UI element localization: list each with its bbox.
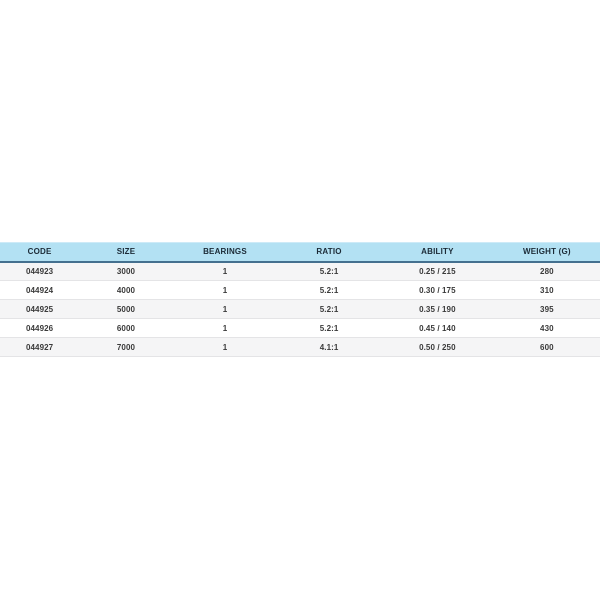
table-row: 044924 4000 1 5.2:1 0.30 / 175 310 xyxy=(0,280,600,300)
column-header-bearings: BEARINGS xyxy=(172,242,278,263)
cell-bearings: 1 xyxy=(172,261,278,281)
cell-size: 7000 xyxy=(79,337,173,357)
cell-size: 6000 xyxy=(79,318,173,338)
cell-code: 044926 xyxy=(0,318,80,338)
cell-weight: 280 xyxy=(493,261,600,281)
column-header-size: SIZE xyxy=(79,242,173,263)
cell-weight: 395 xyxy=(493,299,600,319)
cell-code: 044923 xyxy=(0,261,80,281)
cell-ratio: 5.2:1 xyxy=(277,261,381,281)
spec-table: CODE SIZE BEARINGS RATIO ABILITY WEIGHT … xyxy=(0,242,600,357)
cell-weight: 600 xyxy=(493,337,600,357)
cell-bearings: 1 xyxy=(172,280,278,300)
cell-bearings: 1 xyxy=(172,337,278,357)
table-row: 044925 5000 1 5.2:1 0.35 / 190 395 xyxy=(0,299,600,319)
table-row: 044923 3000 1 5.2:1 0.25 / 215 280 xyxy=(0,261,600,281)
header-row: CODE SIZE BEARINGS RATIO ABILITY WEIGHT … xyxy=(0,242,600,263)
cell-weight: 310 xyxy=(493,280,600,300)
column-header-weight: WEIGHT (g) xyxy=(493,242,600,263)
column-header-ratio: RATIO xyxy=(277,242,381,263)
cell-code: 044924 xyxy=(0,280,80,300)
column-header-code: CODE xyxy=(0,242,80,263)
table-row: 044926 6000 1 5.2:1 0.45 / 140 430 xyxy=(0,318,600,338)
cell-ability: 0.25 / 215 xyxy=(380,261,494,281)
column-header-ability: ABILITY xyxy=(380,242,494,263)
cell-ratio: 5.2:1 xyxy=(277,318,381,338)
cell-size: 3000 xyxy=(79,261,173,281)
cell-size: 5000 xyxy=(79,299,173,319)
spec-table-container: CODE SIZE BEARINGS RATIO ABILITY WEIGHT … xyxy=(0,242,600,357)
table-row: 044927 7000 1 4.1:1 0.50 / 250 600 xyxy=(0,337,600,357)
table-body: 044923 3000 1 5.2:1 0.25 / 215 280 04492… xyxy=(0,261,600,357)
table-header: CODE SIZE BEARINGS RATIO ABILITY WEIGHT … xyxy=(0,242,600,263)
cell-ratio: 5.2:1 xyxy=(277,280,381,300)
cell-ability: 0.35 / 190 xyxy=(380,299,494,319)
cell-size: 4000 xyxy=(79,280,173,300)
cell-bearings: 1 xyxy=(172,318,278,338)
cell-weight: 430 xyxy=(493,318,600,338)
cell-ability: 0.50 / 250 xyxy=(380,337,494,357)
cell-code: 044925 xyxy=(0,299,80,319)
cell-ratio: 4.1:1 xyxy=(277,337,381,357)
cell-code: 044927 xyxy=(0,337,80,357)
cell-ability: 0.30 / 175 xyxy=(380,280,494,300)
cell-ability: 0.45 / 140 xyxy=(380,318,494,338)
cell-bearings: 1 xyxy=(172,299,278,319)
cell-ratio: 5.2:1 xyxy=(277,299,381,319)
